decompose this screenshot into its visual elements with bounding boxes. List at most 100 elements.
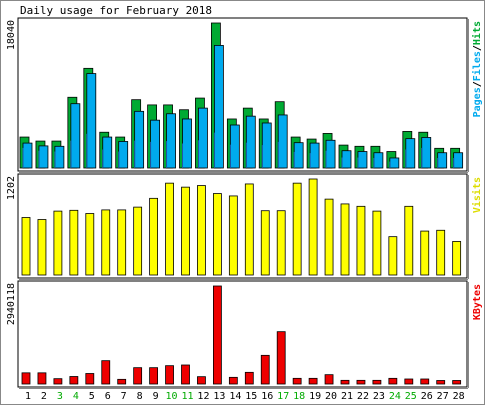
- bar-kbytes-day-26: [420, 378, 430, 385]
- x-tick-label-28: 28: [453, 391, 465, 402]
- bar-files-day-2: [38, 145, 49, 169]
- bar-files-day-6: [102, 136, 113, 169]
- bar-visits-day-19: [308, 178, 318, 276]
- bar-visits-day-6: [101, 209, 111, 276]
- legend-kbytes: KBytes: [472, 284, 483, 320]
- bar-files-day-22: [357, 151, 368, 169]
- bar-kbytes-day-17: [276, 331, 286, 385]
- bar-visits-day-12: [197, 185, 206, 276]
- x-tick-label-5: 5: [89, 391, 95, 402]
- bar-kbytes-day-2: [37, 372, 47, 385]
- bar-files-day-13: [213, 45, 224, 169]
- bar-files-day-10: [166, 113, 176, 169]
- bar-visits-day-14: [228, 195, 238, 276]
- bar-kbytes-day-28: [452, 380, 462, 385]
- bar-visits-day-28: [452, 241, 462, 276]
- bar-visits-day-15: [244, 183, 254, 276]
- bar-files-day-14: [229, 124, 240, 169]
- bar-kbytes-day-13: [212, 285, 222, 385]
- x-tick-label-2: 2: [41, 391, 47, 402]
- bar-files-day-24: [389, 157, 400, 169]
- max-label-visits: 1202: [6, 176, 17, 200]
- bar-kbytes-day-16: [260, 354, 270, 385]
- bar-kbytes-day-1: [21, 372, 31, 385]
- bar-visits-day-25: [404, 205, 414, 276]
- legend-part-usage-4: Hits: [471, 21, 483, 45]
- x-tick-label-17: 17: [277, 391, 289, 402]
- bar-files-day-12: [198, 107, 208, 169]
- x-tick-label-6: 6: [105, 391, 111, 402]
- x-tick-label-16: 16: [261, 391, 273, 402]
- x-tick-label-8: 8: [137, 391, 143, 402]
- bar-files-day-16: [261, 122, 272, 169]
- x-tick-label-23: 23: [373, 391, 385, 402]
- bar-visits-day-7: [117, 209, 127, 276]
- chart-title: Daily usage for February 2018: [20, 4, 212, 17]
- bar-files-day-20: [325, 139, 336, 169]
- x-tick-label-25: 25: [405, 391, 417, 402]
- bar-visits-day-8: [133, 206, 143, 276]
- bar-kbytes-day-24: [388, 377, 398, 385]
- bar-kbytes-day-3: [53, 378, 63, 385]
- legend-part-usage-2: Files: [471, 51, 483, 81]
- bar-kbytes-day-8: [133, 367, 143, 385]
- x-tick-label-10: 10: [166, 391, 178, 402]
- bar-files-day-17: [277, 114, 288, 169]
- legend-usage: Pages/Files/Hits: [471, 21, 483, 117]
- bar-files-day-7: [118, 141, 129, 169]
- bar-visits-day-9: [149, 197, 159, 276]
- x-tick-label-18: 18: [293, 391, 305, 402]
- x-tick-label-15: 15: [245, 391, 257, 402]
- x-tick-label-22: 22: [357, 391, 369, 402]
- bar-files-day-4: [70, 103, 81, 169]
- bar-files-day-25: [405, 138, 416, 169]
- x-tick-label-27: 27: [437, 391, 449, 402]
- bar-kbytes-day-10: [165, 365, 174, 385]
- bar-visits-day-1: [21, 217, 31, 276]
- x-tick-label-12: 12: [197, 391, 209, 402]
- x-tick-label-7: 7: [121, 391, 127, 402]
- bar-files-day-5: [86, 73, 97, 169]
- max-label-usage: 18040: [6, 20, 17, 50]
- bar-files-day-19: [309, 142, 320, 169]
- legend-visits: Visits: [471, 177, 483, 213]
- bar-kbytes-day-20: [324, 374, 334, 385]
- x-tick-label-14: 14: [229, 391, 241, 402]
- bar-kbytes-day-21: [340, 379, 350, 385]
- bar-files-day-23: [373, 152, 384, 169]
- x-tick-label-11: 11: [181, 391, 193, 402]
- bar-files-day-28: [453, 152, 464, 169]
- bar-visits-day-27: [436, 229, 446, 276]
- x-tick-label-13: 13: [213, 391, 225, 402]
- bar-kbytes-day-22: [356, 379, 366, 385]
- x-tick-label-21: 21: [341, 391, 353, 402]
- bar-visits-day-20: [324, 198, 334, 276]
- bar-kbytes-day-4: [69, 376, 79, 385]
- panel-frame-kbytes: [17, 280, 468, 388]
- bar-visits-day-26: [420, 230, 430, 276]
- legend-part-usage-0: Pages: [472, 87, 483, 117]
- x-tick-label-1: 1: [25, 391, 31, 402]
- bar-kbytes-day-19: [308, 377, 318, 385]
- bar-visits-day-2: [37, 219, 47, 276]
- bar-visits-day-5: [85, 213, 95, 276]
- bar-files-day-8: [134, 110, 145, 169]
- panel-frame-visits: [17, 173, 468, 279]
- legend-part-usage-1: /: [472, 81, 483, 87]
- x-tick-label-9: 9: [153, 391, 159, 402]
- bar-files-day-27: [437, 152, 448, 169]
- bar-files-day-18: [293, 142, 304, 169]
- bar-visits-day-16: [260, 210, 270, 276]
- x-tick-label-26: 26: [421, 391, 433, 402]
- x-tick-label-3: 3: [57, 391, 63, 402]
- bar-visits-day-22: [356, 205, 366, 276]
- legend-part-usage-3: /: [472, 45, 483, 51]
- x-tick-label-19: 19: [309, 391, 321, 402]
- bar-kbytes-day-18: [292, 377, 302, 385]
- bar-kbytes-day-7: [117, 378, 127, 385]
- bar-files-day-21: [341, 150, 352, 169]
